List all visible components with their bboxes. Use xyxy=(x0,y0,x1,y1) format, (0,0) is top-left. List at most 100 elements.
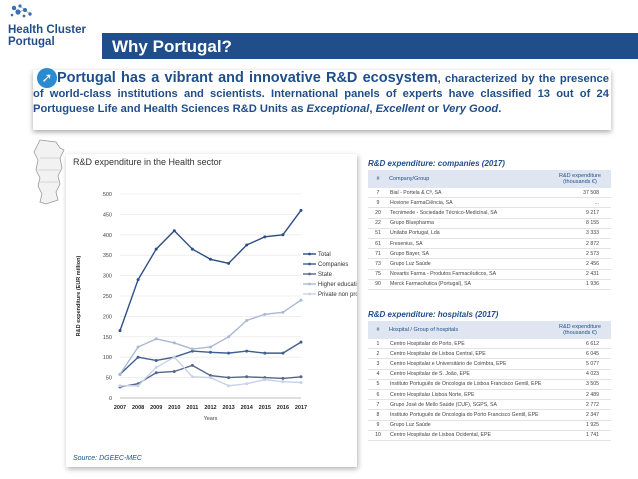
data-point xyxy=(154,371,158,375)
hospitals-table: # Hospital / Group of hospitals R&D expe… xyxy=(368,321,611,441)
x-tick-label: 2015 xyxy=(259,405,271,411)
logo-line-2: Portugal xyxy=(8,36,55,48)
cell-name: Centro Hospitalar de Lisboa Ocidental, E… xyxy=(388,430,549,441)
x-tick-label: 2011 xyxy=(186,405,198,411)
legend-marker xyxy=(308,282,311,286)
cell-value: 2 347 xyxy=(549,409,611,421)
cell-rank: 1 xyxy=(368,339,388,350)
data-point xyxy=(154,247,158,251)
legend-label: Companies xyxy=(318,262,348,268)
x-tick-label: 2007 xyxy=(114,405,126,411)
data-point xyxy=(118,384,122,388)
cell-rank: 73 xyxy=(368,258,388,270)
y-tick-label: 350 xyxy=(103,253,112,259)
cell-name: Novartis Farma - Produtos Farmacêuticos,… xyxy=(388,269,549,280)
x-axis-label: Years xyxy=(204,416,218,422)
x-tick-label: 2016 xyxy=(277,405,289,411)
cell-value: 2 431 xyxy=(549,269,611,280)
data-point xyxy=(299,375,303,379)
table-row: 1 Centro Hospitalar do Porto, EPE 6 612 xyxy=(368,339,611,350)
data-point xyxy=(172,341,176,345)
data-point xyxy=(299,208,303,212)
data-point xyxy=(190,363,194,367)
data-point xyxy=(227,351,231,355)
chart-title: R&D expenditure in the Health sector xyxy=(73,157,222,167)
table-row: 4 Centro Hospitalar de S. João, EPE 4 023 xyxy=(368,369,611,380)
intro-q3: Very Good xyxy=(442,103,499,115)
cell-value: 6 612 xyxy=(549,339,611,350)
data-point xyxy=(172,369,176,373)
cell-value: 5 077 xyxy=(549,358,611,370)
data-point xyxy=(263,235,267,239)
table-row: 5 Instituto Português de Oncologia de Lis… xyxy=(368,379,611,390)
data-point xyxy=(136,355,140,359)
table-row: 9 Grupo Luz Saúde 1 925 xyxy=(368,420,611,431)
cell-value: 6 045 xyxy=(549,348,611,360)
legend-marker xyxy=(308,292,311,296)
table-row: 7 Bial - Portela & Cª, SA 37 508 xyxy=(368,188,611,199)
data-point xyxy=(281,376,285,380)
y-tick-label: 150 xyxy=(103,335,112,341)
table-header-row: # Hospital / Group of hospitals R&D expe… xyxy=(368,321,611,339)
data-point xyxy=(245,375,249,379)
data-point xyxy=(172,229,176,233)
table-row: 73 Grupo Luz Saúde 2 456 xyxy=(368,258,611,270)
data-point xyxy=(154,358,158,362)
data-point xyxy=(118,329,122,333)
cell-rank: 7 xyxy=(368,399,388,411)
cell-name: Instituto Português de Oncologia de Lisb… xyxy=(388,379,549,390)
intro-end: . xyxy=(498,103,502,115)
data-point xyxy=(136,345,140,349)
x-tick-label: 2009 xyxy=(150,405,162,411)
cell-rank: 9 xyxy=(368,420,388,431)
cell-rank: 8 xyxy=(368,409,388,421)
cell-value: 3 333 xyxy=(549,228,611,239)
health-cluster-logo-icon xyxy=(10,4,32,18)
y-tick-label: 200 xyxy=(103,314,112,320)
cell-name: Grupo Luz Saúde xyxy=(388,420,549,431)
x-tick-label: 2010 xyxy=(168,405,180,411)
cell-value: 9 217 xyxy=(549,207,611,219)
cell-value: 1 925 xyxy=(549,420,611,431)
intro-q1: Exceptional xyxy=(306,103,370,115)
y-tick-label: 500 xyxy=(103,192,112,198)
col-rank: # xyxy=(368,170,388,188)
legend-label: Private non profits xyxy=(318,292,357,298)
legend-label: State xyxy=(318,272,333,278)
table-row: 51 Unilabs Portugal, Lda 3 333 xyxy=(368,228,611,239)
cell-rank: 10 xyxy=(368,430,388,441)
title-bar: Why Portugal? xyxy=(102,33,638,59)
table-row: 61 Fresenius, SA 2 872 xyxy=(368,238,611,250)
data-point xyxy=(245,318,249,322)
table-header-row: # Company/Group R&D expenditure (thousan… xyxy=(368,170,611,188)
cell-name: Tecnimede - Sociedade Técnico-Medicinal,… xyxy=(388,207,549,219)
chart-panel xyxy=(66,154,357,467)
table-row: 8 Instituto Português de Oncologia do Por… xyxy=(368,409,611,421)
cell-name: Grupo Luz Saúde xyxy=(388,258,549,270)
intro-sep1: , xyxy=(369,103,376,115)
data-point xyxy=(245,243,249,247)
legend-marker xyxy=(308,272,311,276)
intro-text: Portugal has a vibrant and innovative R&… xyxy=(33,71,609,117)
y-tick-label: 250 xyxy=(103,294,112,300)
table-row: 2 Centro Hospitalar de Lisboa Central, EP… xyxy=(368,348,611,360)
data-point xyxy=(281,310,285,314)
cell-name: Grupo Bluepharma xyxy=(388,218,549,229)
x-tick-label: 2008 xyxy=(132,405,144,411)
y-tick-label: 100 xyxy=(103,355,112,361)
data-point xyxy=(281,380,285,384)
cell-name: Bial - Portela & Cª, SA xyxy=(388,188,549,199)
cell-rank: 71 xyxy=(368,248,388,260)
data-point xyxy=(154,365,158,369)
cell-rank: 6 xyxy=(368,389,388,401)
intro-lead: Portugal has a vibrant and innovative R&… xyxy=(57,70,438,86)
y-axis-label: R&D expenditure (EUR million) xyxy=(76,255,82,336)
data-point xyxy=(190,375,194,379)
data-point xyxy=(118,372,122,376)
series-line-private-non-profits xyxy=(120,356,302,387)
cell-rank: 90 xyxy=(368,279,388,290)
cell-name: Centro Hospitalar Lisboa Norte, EPE xyxy=(388,389,549,401)
cell-name: Centro Hospitalar de S. João, EPE xyxy=(388,369,549,380)
cell-value: 2 456 xyxy=(549,258,611,270)
table-row: 20 Tecnimede - Sociedade Técnico-Medicina… xyxy=(368,207,611,219)
